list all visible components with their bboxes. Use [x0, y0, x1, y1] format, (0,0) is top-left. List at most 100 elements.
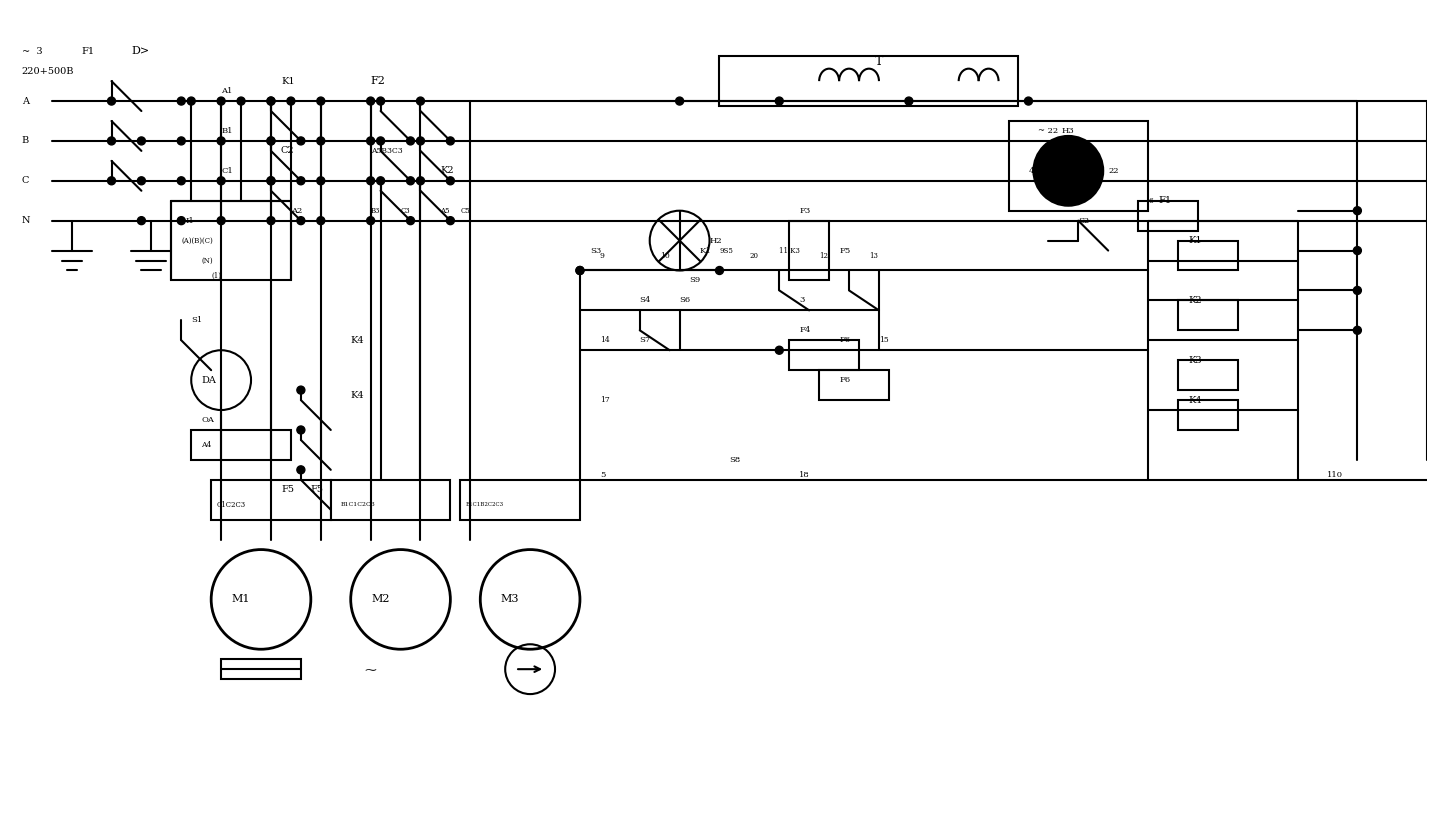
Text: F5: F5 [282, 486, 294, 494]
Circle shape [107, 97, 116, 105]
Circle shape [446, 176, 454, 185]
Text: A1: A1 [221, 87, 233, 95]
Text: N: N [21, 216, 30, 225]
Circle shape [406, 217, 414, 224]
Circle shape [576, 266, 584, 275]
Circle shape [267, 137, 274, 145]
Circle shape [217, 176, 226, 185]
Circle shape [297, 217, 304, 224]
Circle shape [416, 176, 424, 185]
Circle shape [416, 97, 424, 105]
Text: B: B [21, 136, 29, 145]
Circle shape [217, 137, 226, 145]
Text: S2: S2 [1079, 217, 1089, 224]
Text: ~  3: ~ 3 [21, 47, 43, 55]
Text: K2: K2 [440, 166, 454, 176]
Text: 15: 15 [879, 336, 889, 344]
Text: C1: C1 [221, 167, 233, 175]
Text: M3: M3 [502, 595, 519, 605]
Text: 220+500B: 220+500B [21, 66, 74, 76]
Circle shape [377, 176, 384, 185]
Text: S1: S1 [191, 317, 203, 324]
Circle shape [367, 217, 374, 224]
Text: 5: 5 [600, 470, 606, 479]
Circle shape [1353, 286, 1362, 294]
Text: 9S5: 9S5 [719, 247, 733, 255]
Text: F6: F6 [839, 376, 850, 384]
Text: F3: F3 [799, 207, 810, 215]
Text: ~ 22: ~ 22 [1039, 127, 1059, 135]
Circle shape [297, 386, 304, 394]
Text: S9: S9 [690, 276, 700, 285]
Circle shape [446, 217, 454, 224]
Text: F1: F1 [1157, 197, 1172, 205]
Circle shape [367, 176, 374, 185]
Circle shape [1353, 326, 1362, 334]
Text: K4: K4 [1187, 396, 1202, 405]
Text: 17: 17 [600, 396, 610, 404]
Bar [819, 370, 889, 400]
Circle shape [576, 266, 584, 275]
Text: K4: K4 [350, 336, 364, 344]
Text: C3: C3 [400, 207, 410, 215]
Text: A5: A5 [440, 207, 450, 215]
Text: B1: B1 [221, 127, 233, 135]
Bar [789, 221, 829, 281]
Text: K4: K4 [350, 391, 364, 400]
Text: C2: C2 [282, 146, 294, 155]
Circle shape [317, 176, 324, 185]
Text: K1: K1 [282, 76, 294, 86]
Text: 18: 18 [799, 470, 810, 479]
Text: K1: K1 [1187, 236, 1202, 245]
Text: K3: K3 [1187, 355, 1202, 365]
Circle shape [267, 97, 274, 105]
Text: S7: S7 [640, 336, 652, 344]
Text: F4: F4 [799, 326, 810, 334]
Text: M1: M1 [231, 595, 250, 605]
Circle shape [267, 217, 274, 224]
Bar [1137, 201, 1198, 231]
Text: 9: 9 [600, 251, 604, 260]
Circle shape [377, 97, 384, 105]
Text: T: T [875, 55, 883, 68]
Bar [1177, 240, 1238, 270]
Circle shape [107, 137, 116, 145]
Text: C: C [21, 176, 29, 186]
Text: 14: 14 [600, 336, 610, 344]
Bar [719, 56, 1019, 106]
Circle shape [446, 137, 454, 145]
Circle shape [1353, 207, 1362, 215]
Text: H1: H1 [181, 217, 194, 224]
Circle shape [187, 97, 196, 105]
Text: F5: F5 [839, 247, 850, 255]
Text: C1C2C3: C1C2C3 [216, 501, 246, 509]
Bar [171, 201, 292, 281]
Circle shape [406, 176, 414, 185]
Text: A4: A4 [201, 441, 211, 449]
Circle shape [776, 97, 783, 105]
Bar [1009, 121, 1147, 211]
Text: DA: DA [201, 375, 216, 385]
Circle shape [377, 137, 384, 145]
Text: K1: K1 [700, 247, 712, 255]
Bar [221, 659, 302, 680]
Bar [191, 430, 292, 459]
Circle shape [237, 97, 244, 105]
Bar [460, 480, 580, 520]
Text: A: A [21, 97, 29, 106]
Text: OA: OA [201, 416, 214, 424]
Circle shape [137, 176, 146, 185]
Text: 6: 6 [1147, 197, 1153, 205]
Text: 4: 4 [1029, 167, 1035, 175]
Circle shape [676, 97, 683, 105]
Text: 20: 20 [749, 251, 759, 260]
Text: F6: F6 [839, 336, 850, 344]
Text: B1C1C2C3: B1C1C2C3 [340, 502, 376, 507]
Text: 12: 12 [819, 251, 829, 260]
Circle shape [137, 137, 146, 145]
Bar [1177, 301, 1238, 330]
Text: (N): (N) [201, 256, 213, 265]
Text: 22: 22 [1109, 167, 1119, 175]
Bar [1177, 360, 1238, 390]
Text: 110: 110 [1328, 470, 1343, 479]
